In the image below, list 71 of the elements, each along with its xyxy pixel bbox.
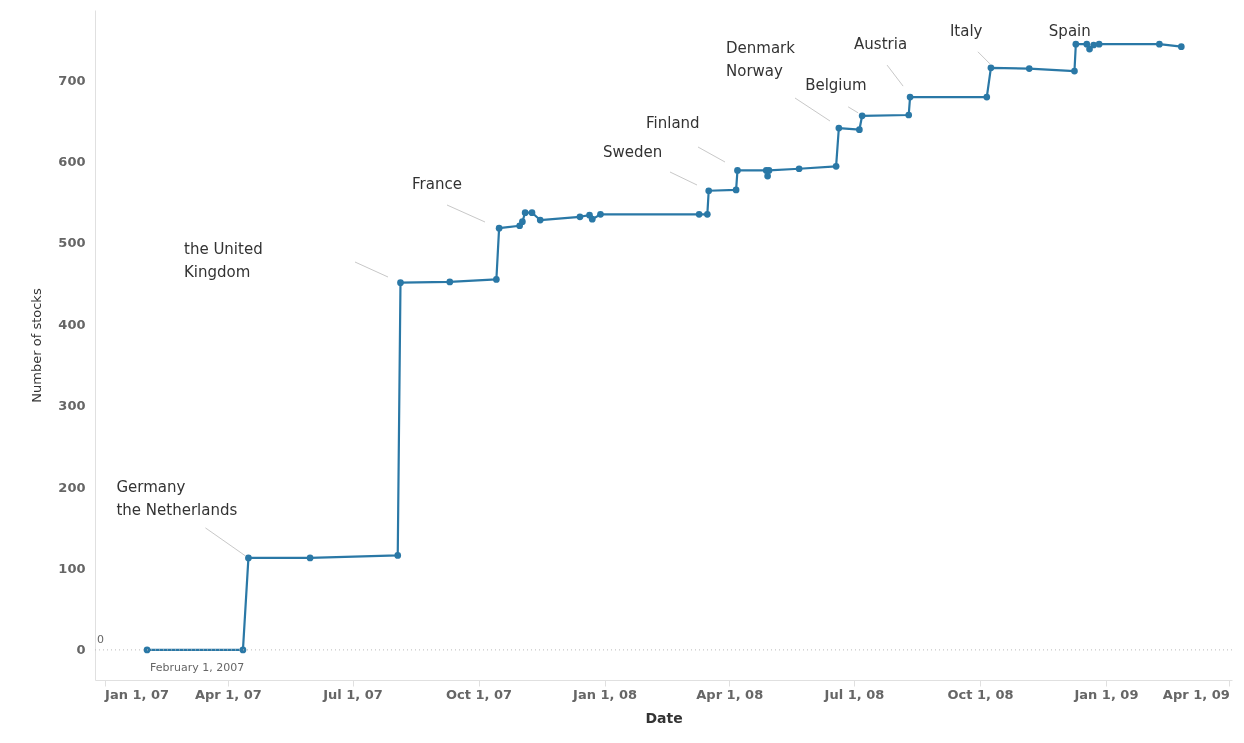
x-tick-label: Apr 1, 07: [194, 686, 262, 702]
annotation: Belgium: [805, 75, 867, 94]
point: [239, 646, 247, 654]
point: [734, 167, 741, 174]
point: [1177, 43, 1185, 50]
x-tick-label: Apr 1, 09: [1162, 686, 1230, 702]
y-tick-label: 0: [76, 642, 86, 658]
y-tick-label: 700: [58, 72, 86, 88]
x-tick-label: Apr 1, 08: [696, 686, 764, 702]
annotation: 0: [97, 633, 104, 646]
point: [143, 646, 151, 654]
point: [858, 112, 866, 120]
x-tick-label: Jul 1, 08: [823, 686, 885, 702]
point: [528, 209, 536, 217]
x-tick-label: Jan 1, 09: [1073, 686, 1139, 702]
point: [987, 64, 995, 72]
annotation: the United Kingdom: [184, 240, 263, 281]
point: [1095, 40, 1103, 48]
point: [521, 209, 529, 217]
point: [245, 554, 252, 562]
point: [832, 162, 840, 170]
annotation: Germany the Netherlands: [116, 477, 238, 519]
annotation: Italy: [949, 21, 983, 40]
y-tick-label: 100: [58, 560, 86, 576]
point: [764, 172, 771, 180]
annotation: February 1, 2007: [150, 660, 245, 674]
point: [1156, 40, 1163, 48]
point: [905, 111, 913, 119]
annotation: Spain: [1048, 22, 1091, 41]
point: [493, 276, 500, 283]
annotation: Sweden: [603, 143, 663, 161]
point: [597, 210, 604, 218]
point: [306, 554, 314, 562]
y-axis-title: Number of stocks: [29, 288, 45, 403]
point: [1025, 65, 1033, 72]
point: [519, 218, 526, 226]
point: [1090, 41, 1097, 49]
point: [856, 126, 863, 134]
point: [1071, 67, 1078, 75]
point: [835, 124, 843, 132]
x-tick-label: Jan 1, 07: [104, 686, 170, 702]
point: [446, 278, 454, 286]
point: [536, 216, 544, 224]
point: [795, 165, 803, 173]
point: [495, 224, 503, 232]
point: [906, 93, 914, 101]
point: [397, 279, 404, 287]
x-axis-title: Date: [645, 709, 683, 726]
annotation: Austria: [854, 35, 908, 54]
annotation: France: [412, 175, 462, 193]
annotation: Denmark Norway: [726, 39, 796, 80]
x-tick-label: Jan 1, 08: [572, 686, 638, 702]
point: [576, 213, 584, 221]
point: [983, 93, 991, 101]
annotation: Finland: [646, 114, 700, 132]
point: [703, 210, 711, 218]
point: [695, 210, 703, 218]
y-tick-label: 200: [58, 479, 86, 495]
x-tick-label: Oct 1, 08: [947, 686, 1014, 702]
y-tick-label: 600: [58, 153, 86, 169]
point: [732, 186, 740, 194]
x-tick-label: Oct 1, 07: [446, 686, 513, 702]
y-tick-label: 300: [58, 398, 86, 414]
x-tick-label: Jul 1, 07: [322, 686, 383, 702]
y-tick-label: 400: [58, 316, 86, 332]
point: [588, 215, 596, 223]
point: [1086, 45, 1093, 53]
y-tick-label: 500: [58, 235, 86, 251]
point: [1072, 40, 1080, 48]
point: [394, 552, 402, 559]
point: [705, 187, 713, 195]
